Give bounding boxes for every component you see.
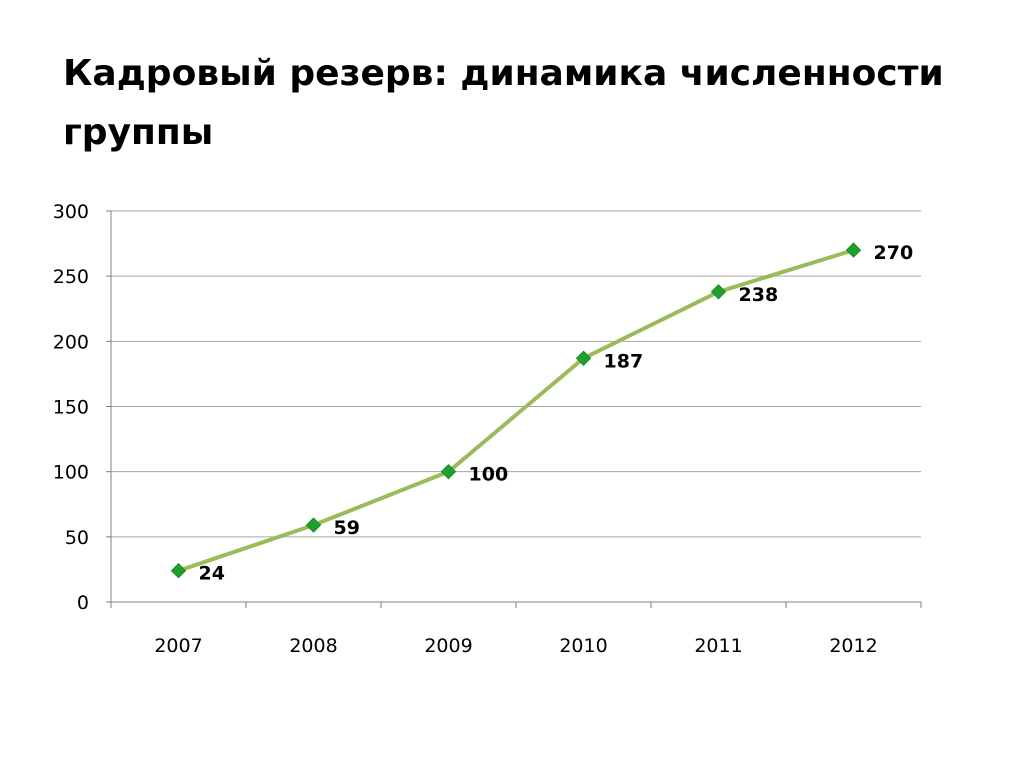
data-label: 100 bbox=[469, 464, 509, 486]
y-tick-label: 200 bbox=[53, 331, 89, 353]
data-label: 59 bbox=[334, 517, 360, 539]
data-label: 24 bbox=[199, 563, 225, 585]
y-tick-label: 250 bbox=[53, 266, 89, 288]
y-axis-tick-labels: 0 50 100 150 200 250 300 bbox=[53, 201, 89, 614]
x-tick-label: 2012 bbox=[829, 635, 877, 657]
data-point-marker bbox=[710, 284, 727, 300]
series-group bbox=[176, 248, 856, 573]
slide-title: Кадровый резерв: динамика численности гр… bbox=[63, 53, 944, 153]
grid-lines bbox=[111, 210, 921, 538]
y-tick-label: 0 bbox=[77, 592, 89, 614]
y-tick-label: 100 bbox=[53, 462, 89, 484]
data-point-marker bbox=[575, 350, 592, 366]
x-tick-label: 2009 bbox=[424, 635, 472, 657]
data-labels: 24 59 100 187 238 270 bbox=[199, 242, 914, 585]
data-point-marker bbox=[845, 242, 862, 258]
y-tick-label: 300 bbox=[53, 201, 89, 223]
data-markers bbox=[170, 242, 862, 579]
data-point-marker bbox=[170, 563, 187, 579]
x-tick-label: 2010 bbox=[559, 635, 607, 657]
x-tick-label: 2007 bbox=[154, 635, 202, 657]
data-label: 270 bbox=[874, 242, 914, 264]
y-tick-label: 50 bbox=[65, 527, 89, 549]
y-tick-label: 150 bbox=[53, 397, 89, 419]
data-label: 238 bbox=[739, 284, 779, 306]
x-tick-label: 2011 bbox=[694, 635, 742, 657]
data-label: 187 bbox=[604, 350, 644, 372]
series-line bbox=[176, 248, 856, 573]
data-point-marker bbox=[440, 463, 457, 480]
data-point-marker bbox=[305, 517, 322, 533]
x-axis-tick-labels: 2007 2008 2009 2010 2011 2012 bbox=[154, 635, 877, 657]
chart-axes bbox=[106, 210, 922, 608]
x-tick-label: 2008 bbox=[289, 635, 337, 657]
